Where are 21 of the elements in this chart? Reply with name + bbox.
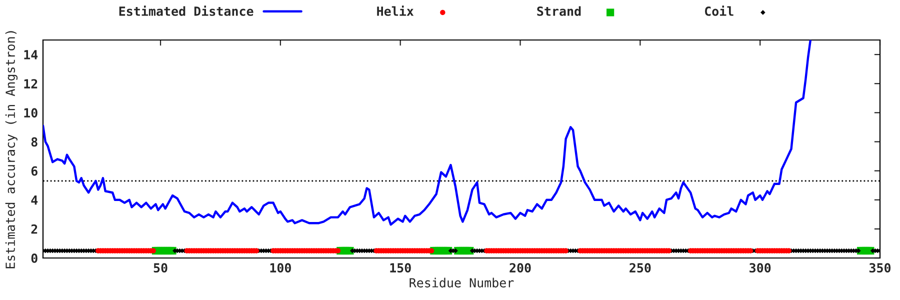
- y-tick-label: 0: [31, 253, 38, 263]
- y-tick-label: 4: [31, 196, 38, 205]
- x-tick-label: 200: [510, 263, 531, 273]
- legend-label: Strand: [537, 6, 581, 16]
- x-tick-label: 350: [869, 263, 891, 273]
- legend-label: Helix: [377, 6, 414, 16]
- y-tick-label: 14: [24, 50, 38, 60]
- x-axis-title: Residue Number: [410, 278, 514, 288]
- x-tick-label: 250: [630, 263, 651, 273]
- legend-label: Estimated Distance: [119, 6, 254, 16]
- y-tick-label: 2: [31, 224, 38, 234]
- y-tick-label: 12: [24, 79, 38, 88]
- y-tick-label: 8: [31, 137, 38, 147]
- x-tick-label: 150: [390, 263, 411, 273]
- x-tick-label: 50: [154, 263, 168, 273]
- y-axis-title: Estimated accuracy (in Angstron): [5, 31, 18, 268]
- y-tick-label: 10: [24, 108, 38, 118]
- legend-label: Coil: [704, 6, 734, 16]
- x-tick-label: 100: [270, 263, 291, 273]
- x-tick-label: 300: [750, 263, 771, 273]
- y-tick-label: 6: [31, 166, 38, 176]
